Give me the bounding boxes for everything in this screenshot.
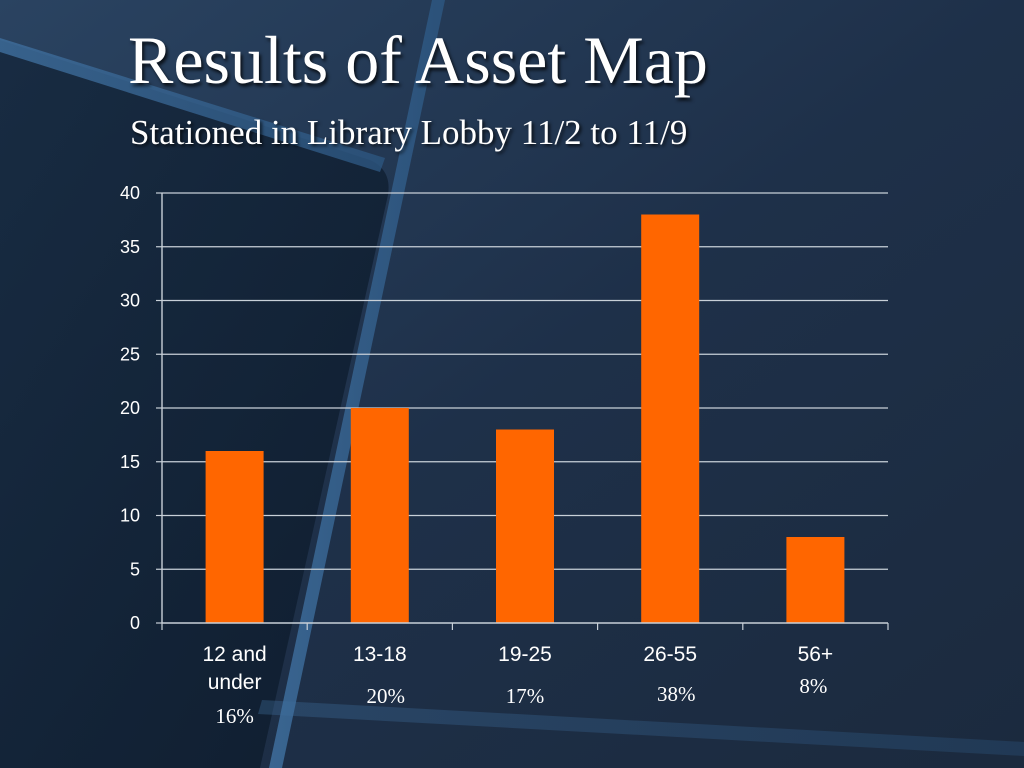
bar	[496, 429, 554, 623]
y-tick-label: 10	[120, 506, 140, 526]
y-tick-label: 20	[120, 398, 140, 418]
x-category-label: 12 and under	[202, 643, 266, 694]
bar	[786, 537, 845, 623]
y-tick-label: 35	[120, 237, 140, 257]
y-tick-label: 40	[120, 183, 140, 203]
x-category-label: 13-18	[353, 643, 407, 666]
bars	[205, 214, 845, 623]
bar	[641, 214, 700, 623]
percent-label: 8%	[799, 674, 827, 698]
y-tick-label: 25	[120, 344, 140, 364]
slide-title: Results of Asset Map	[128, 22, 708, 98]
x-category-label: 56+	[798, 643, 834, 666]
percent-label: 17%	[506, 684, 545, 708]
y-tick-label: 15	[120, 452, 140, 472]
bar	[350, 408, 409, 623]
percent-label: 38%	[657, 682, 696, 706]
percent-label: 16%	[215, 704, 254, 728]
bar	[205, 451, 264, 623]
axes	[156, 192, 889, 630]
y-tick-label: 30	[120, 291, 140, 311]
percent-label: 20%	[367, 684, 406, 708]
x-category-label: 19-25	[498, 643, 552, 666]
slide-subtitle: Stationed in Library Lobby 11/2 to 11/9	[130, 113, 688, 152]
labels: 0 5 10 15 20 25 30 35 40 12 and under 13-18 19-25 26-…	[120, 183, 833, 728]
x-category-label: 26-55	[643, 643, 697, 666]
y-tick-label: 0	[130, 613, 140, 633]
y-tick-label: 5	[130, 559, 140, 579]
